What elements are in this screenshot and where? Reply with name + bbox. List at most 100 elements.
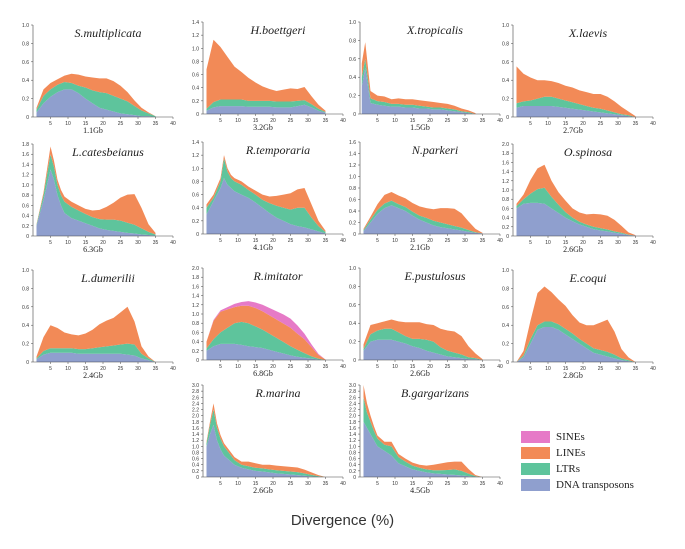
x-tick-label: 30 [615,240,621,246]
y-tick-label: 0 [353,112,356,118]
x-axis-label: Divergence (%) [290,512,395,529]
x-tick-label: 30 [305,364,311,370]
x-tick-label: 15 [253,481,259,487]
genome-size-label: 4.1Gb [253,243,273,252]
x-tick-label: 10 [235,238,241,244]
y-tick-label: 0.8 [502,286,509,292]
genome-size-label: 2.1Gb [410,243,430,252]
area-ltr [363,328,483,360]
x-tick-label: 35 [323,118,329,124]
y-tick-label: 0.8 [192,179,199,185]
y-tick-label: 1.0 [22,183,29,189]
x-tick-label: 30 [135,121,141,127]
y-tick-label: 0.6 [192,457,199,463]
x-tick-label: 25 [445,238,451,244]
x-tick-label: 35 [153,366,159,372]
y-tick-label: 0.2 [349,221,356,227]
y-tick-label: 1.2 [349,163,356,169]
y-tick-label: 0.4 [22,78,29,84]
legend-swatch [521,463,550,475]
y-tick-label: 0.6 [349,303,356,309]
genome-size-label: 2.7Gb [563,126,583,135]
genome-size-label: 2.8Gb [563,371,583,380]
area-dna [206,343,326,360]
area-dna [363,339,483,360]
y-tick-label: 3.0 [192,383,199,389]
y-tick-label: 1.6 [349,140,356,146]
y-tick-label: 1.2 [192,438,199,444]
x-tick-label: 40 [170,366,176,372]
x-tick-label: 20 [580,240,586,246]
legend-label: DNA transposons [556,479,634,491]
genome-size-label: 2.6Gb [410,369,430,378]
panel-b-gargarizans: 00.20.40.60.81.01.21.41.61.82.02.22.42.6… [349,383,503,495]
x-tick-label: 30 [305,481,311,487]
x-tick-label: 5 [529,121,532,127]
legend-label: SINEs [556,431,585,443]
panel-e-pustulosus: 0 0.2 0.4 0.6 0.8 1.0 5 10 15 20 25 30 35 40 E.pustulo… [349,266,503,378]
y-tick-label: 0 [353,475,356,481]
y-tick-label: 0.6 [22,203,29,209]
area-ltr [516,321,636,362]
x-tick-label: 30 [305,238,311,244]
y-tick-label: 0.8 [349,450,356,456]
genome-size-label: 4.5Gb [410,486,430,495]
area-line [516,66,636,117]
legend-label: LTRs [556,463,581,475]
x-tick-label: 5 [49,240,52,246]
panel-title: L.dumerilii [80,271,135,285]
y-tick-label: 0 [26,115,29,121]
area-ltr [363,397,483,477]
x-tick-label: 5 [219,481,222,487]
x-tick-label: 5 [49,366,52,372]
y-tick-label: 1.6 [192,284,199,290]
y-tick-label: 0 [196,112,199,118]
y-tick-label: 0.8 [22,41,29,47]
y-tick-label: 2.8 [349,389,356,395]
area-dna [36,169,156,236]
x-tick-label: 40 [170,121,176,127]
x-tick-label: 20 [100,366,106,372]
y-tick-label: 0 [506,360,509,366]
y-tick-label: 1.8 [192,275,199,281]
y-tick-label: 1.4 [192,432,199,438]
panel-title: O.spinosa [564,145,612,159]
x-tick-label: 10 [235,364,241,370]
panel-title: B.gargarizans [401,386,469,400]
y-tick-label: 1.2 [192,33,199,39]
x-tick-label: 25 [445,481,451,487]
x-tick-label: 40 [650,366,656,372]
panel-title: R.imitator [252,269,302,283]
y-tick-label: 1.2 [192,303,199,309]
x-tick-label: 20 [270,118,276,124]
y-tick-label: 1.0 [192,166,199,172]
x-tick-label: 15 [83,121,89,127]
area-ltr [516,187,636,236]
panel-x-tropicalis: 0 0.2 0.4 0.6 0.8 1.0 5 10 15 20 25 30 35 40 X.tropica… [349,20,503,132]
y-tick-label: 1.0 [192,444,199,450]
y-tick-label: 1.0 [22,23,29,29]
x-tick-label: 35 [153,121,159,127]
x-tick-label: 5 [376,238,379,244]
area-ltr [206,99,326,113]
x-tick-label: 35 [480,364,486,370]
y-tick-label: 0.2 [502,97,509,103]
y-tick-label: 0.2 [192,469,199,475]
x-tick-label: 35 [323,364,329,370]
y-tick-label: 1.4 [502,170,509,176]
x-tick-label: 35 [480,118,486,124]
x-tick-label: 15 [563,366,569,372]
y-tick-label: 0.8 [349,38,356,44]
area-line [363,319,483,360]
y-tick-label: 1.6 [192,426,199,432]
y-tick-label: 0.4 [502,323,509,329]
panel-x-laevis: 0 0.2 0.4 0.6 0.8 1.0 5 10 15 20 25 30 35 40 X.laevis 2… [502,23,656,135]
genome-size-label: 2.6Gb [253,486,273,495]
area-dna [516,327,636,362]
x-tick-label: 40 [170,240,176,246]
x-tick-label: 5 [219,364,222,370]
y-tick-label: 0 [26,234,29,240]
x-tick-label: 10 [235,481,241,487]
y-tick-label: 1.2 [349,438,356,444]
y-tick-label: 0 [353,358,356,364]
